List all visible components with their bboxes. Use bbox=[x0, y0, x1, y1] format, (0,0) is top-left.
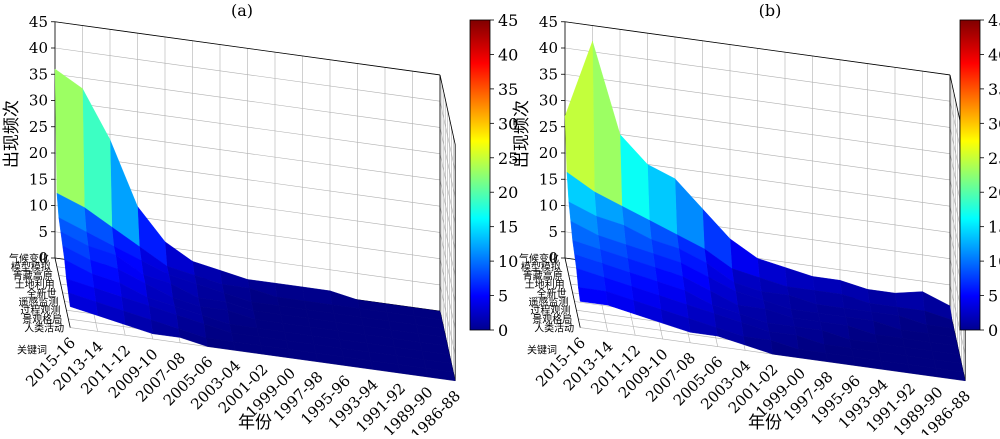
colorbar-tick-label: 0 bbox=[498, 321, 508, 340]
keyword-tick-label: 人类活动 bbox=[534, 322, 574, 335]
colorbar-tick-label: 0 bbox=[988, 321, 998, 340]
surface bbox=[564, 41, 966, 382]
colorbar-tick-label: 25 bbox=[498, 149, 518, 168]
colorbar-tick-label: 15 bbox=[498, 218, 518, 237]
keyword-axis-title: 关键词 bbox=[527, 344, 557, 357]
keyword-tick-label: 土地利用 bbox=[15, 278, 55, 291]
surface-patch bbox=[82, 88, 113, 228]
keyword-tick-label: 景观格局 bbox=[22, 313, 62, 326]
colorbar-tick-label: 40 bbox=[498, 45, 518, 64]
colorbar-tick-label: 25 bbox=[988, 149, 1000, 168]
z-tick-label: 10 bbox=[29, 197, 48, 215]
axis-box-edge bbox=[564, 257, 581, 328]
z-tick-label: 5 bbox=[38, 223, 48, 241]
colorbar-tick-label: 10 bbox=[988, 252, 1000, 271]
z-tick-label: 25 bbox=[539, 118, 558, 136]
z-tick-label: 15 bbox=[29, 170, 48, 188]
colorbar-tick-label: 20 bbox=[498, 183, 518, 202]
keyword-tick-label: 全新世 bbox=[537, 287, 567, 300]
surface-patch bbox=[68, 292, 98, 316]
axis-box-edge bbox=[54, 257, 71, 328]
colorbar-tick-label: 45 bbox=[498, 11, 518, 30]
z-tick-label: 45 bbox=[539, 13, 558, 31]
colorbar-tick-label: 35 bbox=[498, 80, 518, 99]
keyword-tick-label: 模型模拟 bbox=[521, 261, 561, 274]
keyword-tick-label: 景观格局 bbox=[532, 313, 572, 326]
keyword-axis-title: 关键词 bbox=[17, 344, 47, 357]
panel-label: (b) bbox=[759, 1, 782, 20]
z-tick-label: 40 bbox=[29, 39, 48, 57]
z-tick-label: 20 bbox=[539, 144, 558, 162]
z-axis-title: 出现频次 bbox=[512, 100, 532, 168]
colorbar bbox=[469, 19, 491, 331]
x-axis-title: 年份 bbox=[238, 413, 272, 433]
colorbar-tick-label: 35 bbox=[988, 80, 1000, 99]
z-tick-label: 25 bbox=[29, 118, 48, 136]
keyword-tick-label: 土地利用 bbox=[525, 278, 565, 291]
z-tick-label: 30 bbox=[539, 92, 558, 110]
colorbar-tick-label: 30 bbox=[498, 114, 518, 133]
panel-a: (a) 0 5 10 15 20 25 30 35 40 45 出现频次气候变化模型模拟青藏高原土地利… bbox=[2, 1, 518, 439]
colorbar bbox=[959, 19, 981, 331]
keyword-tick-label: 青藏高原 bbox=[523, 269, 563, 282]
axis-box-edge bbox=[439, 74, 456, 145]
keyword-tick-label: 气候变化 bbox=[9, 252, 49, 265]
z-tick-label: 0 bbox=[548, 249, 558, 267]
keyword-tick-label: 遥感监测 bbox=[529, 296, 569, 309]
colorbar-tick-label: 30 bbox=[988, 114, 1000, 133]
colorbar-tick-label: 10 bbox=[498, 252, 518, 271]
keyword-tick-label: 人类活动 bbox=[24, 322, 64, 335]
z-tick-label: 30 bbox=[29, 92, 48, 110]
colorbar-tick-label: 5 bbox=[988, 287, 998, 306]
colorbar-tick-label: 5 bbox=[498, 287, 508, 306]
axis-box-edge bbox=[564, 21, 951, 76]
x-axis-title: 年份 bbox=[748, 413, 782, 433]
surface-patch bbox=[564, 41, 595, 193]
z-tick-label: 5 bbox=[548, 223, 558, 241]
colorbar-tick-label: 15 bbox=[988, 218, 1000, 237]
keyword-tick-label: 模型模拟 bbox=[11, 261, 51, 274]
z-tick-label: 35 bbox=[29, 65, 48, 83]
z-tick-label: 45 bbox=[29, 13, 48, 31]
keyword-tick-label: 过程观测 bbox=[20, 304, 60, 317]
keyword-tick-label: 过程观测 bbox=[530, 304, 570, 317]
surface bbox=[54, 68, 456, 382]
panel-label: (a) bbox=[231, 1, 253, 20]
z-axis-title: 出现频次 bbox=[2, 100, 22, 168]
keyword-tick-label: 青藏高原 bbox=[13, 269, 53, 282]
z-tick-label: 15 bbox=[539, 170, 558, 188]
colorbar-tick-label: 20 bbox=[988, 183, 1000, 202]
z-tick-label: 40 bbox=[539, 39, 558, 57]
keyword-tick-label: 遥感监测 bbox=[19, 296, 59, 309]
axis-box-edge bbox=[54, 21, 441, 76]
surface-patch bbox=[592, 41, 623, 207]
colorbar-tick-label: 40 bbox=[988, 45, 1000, 64]
z-tick-label: 10 bbox=[539, 197, 558, 215]
surface-patch bbox=[54, 68, 85, 208]
surface-patch bbox=[578, 287, 608, 306]
z-tick-label: 20 bbox=[29, 144, 48, 162]
panel-b: (b) 0 5 10 15 20 25 30 35 40 45 出现频次气候变化模型模拟青藏高原土地利… bbox=[512, 1, 1000, 439]
z-tick-label: 35 bbox=[539, 65, 558, 83]
keyword-tick-label: 全新世 bbox=[27, 287, 57, 300]
colorbar-tick-label: 45 bbox=[988, 11, 1000, 30]
keyword-tick-label: 气候变化 bbox=[519, 252, 559, 265]
z-tick-label: 0 bbox=[38, 249, 48, 267]
